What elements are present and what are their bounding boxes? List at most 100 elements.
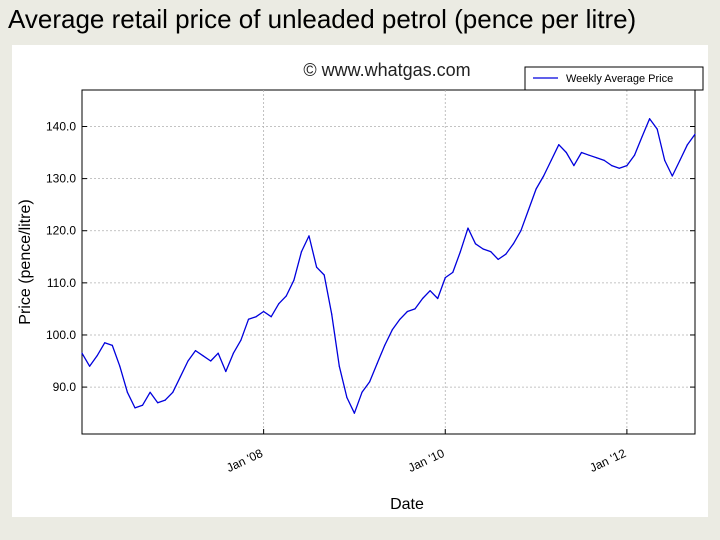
data-point: [376, 363, 378, 365]
x-tick-label: Jan '08: [224, 446, 265, 475]
data-point: [550, 159, 552, 161]
data-point: [187, 360, 189, 362]
data-point: [210, 360, 212, 362]
data-point: [361, 391, 363, 393]
data-point: [157, 402, 159, 404]
series-layer: [81, 118, 696, 414]
data-point: [202, 355, 204, 357]
plot-area: [81, 89, 696, 435]
data-point: [686, 144, 689, 146]
line-chart: 90.0 100.0 110.0 120.0 130.0 140.0 Jan '08 Jan …: [17, 60, 704, 513]
data-point: [232, 352, 234, 354]
data-point: [323, 274, 325, 276]
data-point: [346, 396, 348, 399]
data-point: [543, 175, 545, 177]
data-point: [626, 165, 628, 167]
data-point: [384, 344, 386, 346]
data-point: [656, 128, 658, 130]
x-tick-label: Jan '10: [406, 446, 447, 475]
chart-title: © www.whatgas.com: [303, 60, 470, 80]
y-tick-label: 90.0: [53, 380, 77, 394]
data-point: [255, 316, 257, 318]
data-point: [111, 344, 113, 346]
data-point: [618, 167, 620, 169]
data-point: [512, 243, 514, 245]
data-point: [134, 407, 136, 409]
data-point: [497, 258, 499, 260]
data-point: [603, 159, 605, 161]
data-point: [406, 310, 408, 313]
data-point: [278, 303, 280, 305]
data-point: [240, 339, 242, 341]
grid-lines: [82, 90, 695, 434]
data-point: [664, 159, 666, 161]
series-line: [81, 118, 696, 414]
data-point: [679, 159, 681, 161]
data-point: [126, 391, 128, 393]
data-point: [437, 297, 439, 300]
data-point: [141, 404, 144, 406]
data-point: [459, 251, 461, 253]
data-point: [422, 297, 424, 300]
x-axis-label: Date: [390, 496, 424, 513]
data-point: [444, 277, 446, 279]
data-point: [641, 136, 643, 138]
y-axis-label: Price (pence/litre): [17, 199, 34, 324]
data-point: [89, 365, 91, 367]
data-point: [369, 381, 371, 383]
data-point: [596, 157, 598, 159]
data-point: [694, 133, 696, 135]
legend-entry: Weekly Average Price: [566, 73, 673, 85]
data-point: [588, 154, 590, 156]
data-point: [399, 318, 401, 320]
chart-panel: 90.0 100.0 110.0 120.0 130.0 140.0 Jan '08 Jan …: [12, 45, 708, 517]
data-point: [164, 399, 166, 401]
y-tick-label: 100.0: [46, 328, 76, 342]
data-point: [535, 188, 537, 190]
data-point: [565, 151, 567, 154]
data-point: [331, 313, 333, 315]
data-point: [285, 295, 287, 297]
data-point: [633, 154, 636, 156]
data-point: [263, 310, 265, 313]
data-point: [671, 175, 673, 177]
legend-box: [524, 66, 704, 91]
x-tick-label: Jan '12: [588, 446, 629, 475]
data-point: [505, 253, 507, 255]
data-point: [194, 350, 197, 352]
data-point: [649, 118, 651, 120]
y-tick-label: 120.0: [46, 224, 76, 238]
data-point: [119, 365, 121, 367]
data-point: [474, 243, 477, 245]
data-point: [81, 352, 83, 354]
data-point: [573, 165, 575, 167]
y-tick-label: 130.0: [46, 172, 76, 186]
data-point: [520, 230, 522, 232]
data-point: [429, 290, 431, 292]
data-point: [225, 370, 227, 373]
data-point: [96, 355, 98, 357]
data-point: [247, 318, 250, 320]
data-point: [104, 342, 106, 344]
data-point: [149, 391, 151, 393]
data-point: [217, 352, 219, 354]
y-tick-label: 140.0: [46, 119, 76, 133]
data-point: [467, 227, 469, 229]
slide-title: Average retail price of unleaded petrol …: [8, 4, 637, 34]
data-point: [179, 376, 181, 378]
data-point: [580, 151, 583, 154]
legend: Weekly Average Price: [524, 66, 704, 91]
data-point: [293, 279, 295, 281]
data-point: [482, 248, 484, 250]
data-point: [172, 391, 174, 393]
data-point: [611, 165, 613, 167]
data-point: [558, 144, 560, 146]
data-point: [490, 251, 492, 253]
data-point: [300, 251, 303, 253]
data-point: [353, 412, 355, 414]
data-point: [414, 308, 416, 310]
data-point: [391, 329, 393, 331]
data-point: [308, 235, 310, 237]
y-tick-label: 110.0: [47, 276, 76, 290]
data-point: [452, 271, 454, 273]
